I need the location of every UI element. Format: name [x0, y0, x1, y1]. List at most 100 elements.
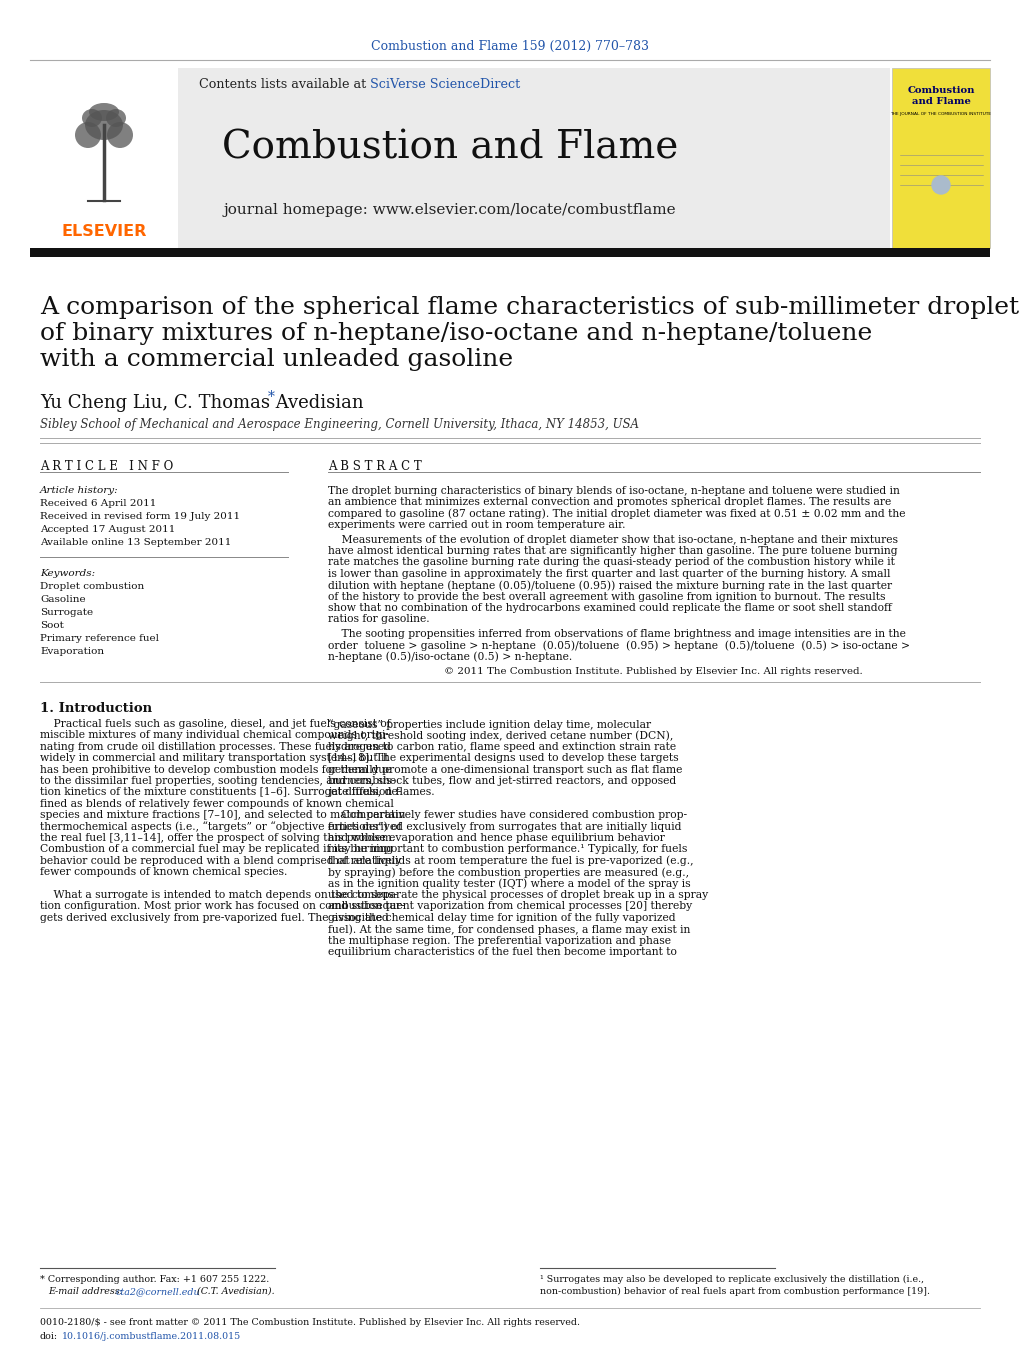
Text: and whose evaporation and hence phase equilibrium behavior: and whose evaporation and hence phase eq…	[328, 833, 664, 843]
Text: ELSEVIER: ELSEVIER	[61, 224, 147, 239]
Text: The sooting propensities inferred from observations of flame brightness and imag: The sooting propensities inferred from o…	[328, 629, 905, 639]
Text: by spraying) before the combustion properties are measured (e.g.,: by spraying) before the combustion prope…	[328, 867, 688, 878]
Text: Accepted 17 August 2011: Accepted 17 August 2011	[40, 525, 175, 534]
Text: non-combustion) behavior of real fuels apart from combustion performance [19].: non-combustion) behavior of real fuels a…	[539, 1287, 929, 1296]
Text: n-heptane (0.5)/iso-octane (0.5) > n-heptane.: n-heptane (0.5)/iso-octane (0.5) > n-hep…	[328, 651, 572, 662]
Text: * Corresponding author. Fax: +1 607 255 1222.: * Corresponding author. Fax: +1 607 255 …	[40, 1275, 269, 1284]
Text: generally promote a one-dimensional transport such as flat flame: generally promote a one-dimensional tran…	[328, 765, 682, 775]
Text: E-mail address:: E-mail address:	[48, 1287, 125, 1296]
Text: nating from crude oil distillation processes. These fuels are used: nating from crude oil distillation proce…	[40, 742, 390, 752]
Text: 1. Introduction: 1. Introduction	[40, 703, 152, 715]
Text: Combustion and Flame: Combustion and Flame	[221, 129, 678, 167]
Text: of the history to provide the best overall agreement with gasoline from ignition: of the history to provide the best overa…	[328, 591, 884, 602]
Text: journal homepage: www.elsevier.com/locate/combustflame: journal homepage: www.elsevier.com/locat…	[223, 202, 676, 217]
FancyBboxPatch shape	[30, 68, 890, 247]
Text: Soot: Soot	[40, 621, 64, 631]
Text: A B S T R A C T: A B S T R A C T	[328, 459, 421, 473]
Text: dilution with heptane (heptane (0.05)/toluene (0.95)) raised the mixture burning: dilution with heptane (heptane (0.05)/to…	[328, 580, 892, 591]
Ellipse shape	[107, 122, 132, 148]
Text: weight, threshold sooting index, derived cetane number (DCN),: weight, threshold sooting index, derived…	[328, 730, 673, 741]
Text: hydrogen to carbon ratio, flame speed and extinction strain rate: hydrogen to carbon ratio, flame speed an…	[328, 742, 676, 752]
Text: thermochemical aspects (i.e., “targets” or “objective functions”) of: thermochemical aspects (i.e., “targets” …	[40, 822, 401, 832]
Text: Yu Cheng Liu, C. Thomas Avedisian: Yu Cheng Liu, C. Thomas Avedisian	[40, 394, 369, 412]
FancyBboxPatch shape	[30, 68, 178, 247]
Ellipse shape	[82, 109, 102, 126]
Text: erties derived exclusively from surrogates that are initially liquid: erties derived exclusively from surrogat…	[328, 822, 681, 832]
Text: Comparatively fewer studies have considered combustion prop-: Comparatively fewer studies have conside…	[328, 810, 687, 821]
Text: an ambience that minimizes external convection and promotes spherical droplet fl: an ambience that minimizes external conv…	[328, 497, 891, 507]
Text: Contents lists available at: Contents lists available at	[199, 77, 370, 91]
Text: of binary mixtures of n-heptane/iso-octane and n-heptane/toluene: of binary mixtures of n-heptane/iso-octa…	[40, 322, 871, 345]
Text: 10.1016/j.combustflame.2011.08.015: 10.1016/j.combustflame.2011.08.015	[62, 1332, 242, 1341]
Circle shape	[931, 177, 949, 194]
Text: 0010-2180/$ - see front matter © 2011 The Combustion Institute. Published by Els: 0010-2180/$ - see front matter © 2011 Th…	[40, 1318, 580, 1326]
Text: show that no combination of the hydrocarbons examined could replicate the flame : show that no combination of the hydrocar…	[328, 603, 891, 613]
Text: species and mixture fractions [7–10], and selected to match certain: species and mixture fractions [7–10], an…	[40, 810, 405, 821]
Text: ¹ Surrogates may also be developed to replicate exclusively the distillation (i.: ¹ Surrogates may also be developed to re…	[539, 1275, 923, 1284]
Text: the multiphase region. The preferential vaporization and phase: the multiphase region. The preferential …	[328, 935, 671, 946]
Text: Article history:: Article history:	[40, 487, 118, 495]
Text: (C.T. Avedisian).: (C.T. Avedisian).	[194, 1287, 274, 1296]
Text: doi:: doi:	[40, 1332, 58, 1341]
Text: Received 6 April 2011: Received 6 April 2011	[40, 499, 156, 508]
Text: is lower than gasoline in approximately the first quarter and last quarter of th: is lower than gasoline in approximately …	[328, 569, 890, 579]
Text: compared to gasoline (87 octane rating). The initial droplet diameter was fixed : compared to gasoline (87 octane rating).…	[328, 508, 905, 519]
Text: THE JOURNAL OF THE COMBUSTION INSTITUTE: THE JOURNAL OF THE COMBUSTION INSTITUTE	[890, 111, 990, 116]
Text: A comparison of the spherical flame characteristics of sub-millimeter droplets: A comparison of the spherical flame char…	[40, 296, 1019, 319]
Text: experiments were carried out in room temperature air.: experiments were carried out in room tem…	[328, 520, 625, 530]
Text: with a commercial unleaded gasoline: with a commercial unleaded gasoline	[40, 348, 513, 371]
Text: order  toluene > gasoline > n-heptane  (0.05)/toluene  (0.95) > heptane  (0.5)/t: order toluene > gasoline > n-heptane (0.…	[328, 640, 909, 651]
Text: © 2011 The Combustion Institute. Published by Elsevier Inc. All rights reserved.: © 2011 The Combustion Institute. Publish…	[443, 667, 861, 675]
Text: cta2@cornell.edu: cta2@cornell.edu	[116, 1287, 201, 1296]
Text: Evaporation: Evaporation	[40, 647, 104, 656]
Text: Surrogate: Surrogate	[40, 607, 93, 617]
Text: have almost identical burning rates that are significantly higher than gasoline.: have almost identical burning rates that…	[328, 546, 897, 556]
Text: Combustion of a commercial fuel may be replicated if its burning: Combustion of a commercial fuel may be r…	[40, 844, 393, 855]
Text: Keywords:: Keywords:	[40, 569, 95, 578]
Text: to the dissimilar fuel properties, sooting tendencies, and combus-: to the dissimilar fuel properties, sooti…	[40, 776, 395, 786]
Text: giving the chemical delay time for ignition of the fully vaporized: giving the chemical delay time for ignit…	[328, 913, 675, 923]
Text: the real fuel [3,11–14], offer the prospect of solving this problem.: the real fuel [3,11–14], offer the prosp…	[40, 833, 394, 843]
Text: Gasoline: Gasoline	[40, 595, 86, 603]
Text: Available online 13 September 2011: Available online 13 September 2011	[40, 538, 231, 548]
Text: Combustion
and Flame: Combustion and Flame	[906, 86, 974, 106]
Text: may be important to combustion performance.¹ Typically, for fuels: may be important to combustion performan…	[328, 844, 687, 855]
Text: “gaseous” properties include ignition delay time, molecular: “gaseous” properties include ignition de…	[328, 719, 650, 730]
Text: Sibley School of Mechanical and Aerospace Engineering, Cornell University, Ithac: Sibley School of Mechanical and Aerospac…	[40, 419, 638, 431]
Text: tion configuration. Most prior work has focused on combustion tar-: tion configuration. Most prior work has …	[40, 901, 405, 912]
Text: Practical fuels such as gasoline, diesel, and jet fuels consist of: Practical fuels such as gasoline, diesel…	[40, 719, 390, 728]
Text: equilibrium characteristics of the fuel then become important to: equilibrium characteristics of the fuel …	[328, 947, 677, 957]
Text: fined as blends of relatively fewer compounds of known chemical: fined as blends of relatively fewer comp…	[40, 799, 393, 809]
FancyBboxPatch shape	[892, 68, 989, 247]
Ellipse shape	[106, 109, 126, 126]
Text: and subsequent vaporization from chemical processes [20] thereby: and subsequent vaporization from chemica…	[328, 901, 692, 912]
Text: used to separate the physical processes of droplet break up in a spray: used to separate the physical processes …	[328, 890, 707, 900]
Text: Primary reference fuel: Primary reference fuel	[40, 635, 159, 643]
Text: [14–18]. The experimental designs used to develop these targets: [14–18]. The experimental designs used t…	[328, 753, 678, 764]
Text: that are liquids at room temperature the fuel is pre-vaporized (e.g.,: that are liquids at room temperature the…	[328, 856, 693, 866]
Text: Received in revised form 19 July 2011: Received in revised form 19 July 2011	[40, 512, 239, 520]
Text: miscible mixtures of many individual chemical compounds origi-: miscible mixtures of many individual che…	[40, 730, 388, 741]
Ellipse shape	[89, 103, 119, 121]
Text: The droplet burning characteristics of binary blends of iso-octane, n-heptane an: The droplet burning characteristics of b…	[328, 487, 899, 496]
Text: widely in commercial and military transportation systems, but it: widely in commercial and military transp…	[40, 753, 388, 764]
Text: has been prohibitive to develop combustion models for them due: has been prohibitive to develop combusti…	[40, 765, 391, 775]
Text: fuel). At the same time, for condensed phases, a flame may exist in: fuel). At the same time, for condensed p…	[328, 924, 690, 935]
Text: Combustion and Flame 159 (2012) 770–783: Combustion and Flame 159 (2012) 770–783	[371, 39, 648, 53]
Text: A R T I C L E   I N F O: A R T I C L E I N F O	[40, 459, 173, 473]
Text: gets derived exclusively from pre-vaporized fuel. The associated: gets derived exclusively from pre-vapori…	[40, 913, 388, 923]
Text: fewer compounds of known chemical species.: fewer compounds of known chemical specie…	[40, 867, 287, 877]
Text: jet diffusion flames.: jet diffusion flames.	[328, 787, 434, 798]
Text: *: *	[268, 390, 274, 404]
Text: rate matches the gasoline burning rate during the quasi-steady period of the com: rate matches the gasoline burning rate d…	[328, 557, 894, 568]
Ellipse shape	[85, 110, 123, 140]
Text: Measurements of the evolution of droplet diameter show that iso-octane, n-heptan: Measurements of the evolution of droplet…	[328, 534, 897, 545]
Text: Droplet combustion: Droplet combustion	[40, 582, 144, 591]
Text: behavior could be reproduced with a blend comprised of relatively: behavior could be reproduced with a blen…	[40, 856, 401, 866]
Text: tion kinetics of the mixture constituents [1–6]. Surrogate fuels, de-: tion kinetics of the mixture constituent…	[40, 787, 401, 798]
Ellipse shape	[75, 122, 101, 148]
FancyBboxPatch shape	[30, 247, 989, 257]
Text: burners, shock tubes, flow and jet-stirred reactors, and opposed: burners, shock tubes, flow and jet-stirr…	[328, 776, 676, 786]
Text: SciVerse ScienceDirect: SciVerse ScienceDirect	[370, 77, 520, 91]
Text: ratios for gasoline.: ratios for gasoline.	[328, 614, 429, 624]
